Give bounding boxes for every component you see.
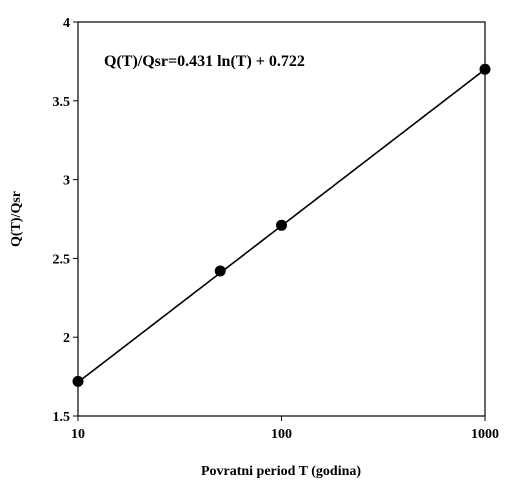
y-tick-label: 1.5 xyxy=(53,410,71,425)
x-tick-label: 10 xyxy=(71,427,85,442)
data-point xyxy=(479,63,491,75)
data-points xyxy=(72,63,491,387)
x-tick-label: 1000 xyxy=(471,427,499,442)
y-tick-label: 3 xyxy=(63,174,70,189)
data-point xyxy=(214,265,226,277)
regression-equation: Q(T)/Qsr=0.431 ln(T) + 0.722 xyxy=(104,53,305,70)
plot-area xyxy=(77,21,486,417)
y-tick-label: 2.5 xyxy=(53,252,71,267)
y-tick-label: 3.5 xyxy=(53,95,71,110)
y-axis: 1.5 2 2.5 3 3.5 4 xyxy=(53,16,78,425)
data-point xyxy=(276,219,287,231)
y-tick-label: 4 xyxy=(63,16,70,31)
x-tick-label: 100 xyxy=(271,427,292,442)
data-point xyxy=(72,375,84,387)
x-axis: 10 100 1000 xyxy=(71,416,499,442)
y-axis-title: Q(T)/Qsr xyxy=(9,191,24,247)
x-axis-title: Povratni period T (godina) xyxy=(201,464,361,479)
y-tick-label: 2 xyxy=(63,331,70,346)
